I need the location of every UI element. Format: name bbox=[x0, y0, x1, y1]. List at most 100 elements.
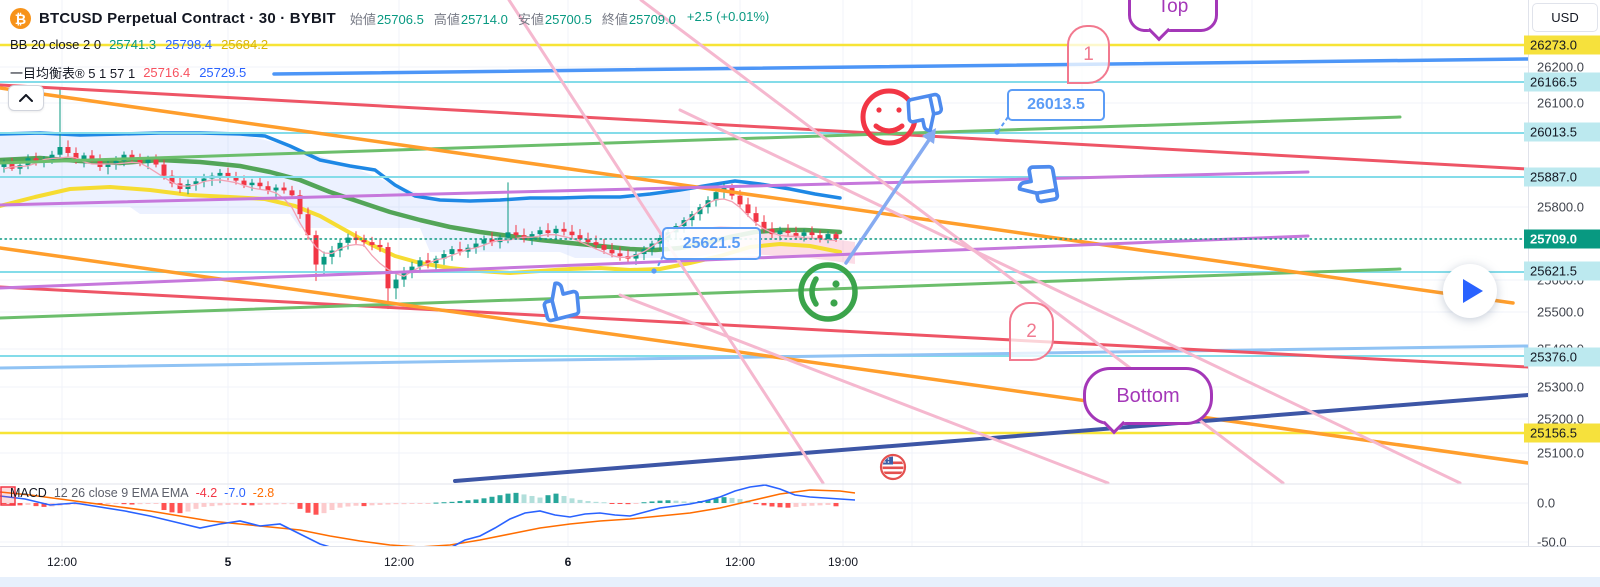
us-flag-icon[interactable] bbox=[879, 453, 907, 481]
indicator-legend-macd[interactable]: MACD 12 26 close 9 EMA EMA -4.2 -7.0 -2.… bbox=[10, 486, 274, 500]
macd-hist-bar bbox=[289, 503, 295, 505]
bottom-bubble-text: Bottom bbox=[1116, 384, 1180, 407]
trend-orange-b[interactable] bbox=[0, 246, 1530, 465]
macd-hist-bar bbox=[353, 503, 359, 506]
macd-hist-bar bbox=[625, 503, 631, 505]
price-label-26013[interactable]: 26013.5 bbox=[1007, 89, 1105, 121]
ichimoku-conversion-line bbox=[3, 156, 837, 277]
price-axis-label: 26166.5 bbox=[1524, 72, 1600, 92]
collapse-legend-button[interactable] bbox=[8, 85, 44, 111]
macd-hist-bar bbox=[121, 503, 127, 505]
macd-hist-bar bbox=[33, 503, 39, 507]
thumbs-up-icon-left[interactable] bbox=[540, 279, 582, 323]
balloon-marker-2[interactable]: 2 bbox=[1009, 302, 1054, 361]
indicator-legend-ichimoku[interactable]: 一目均衡表® 5 1 57 1 25716.4 25729.5 bbox=[10, 63, 246, 82]
current-price-badge: 25709.0 bbox=[1524, 229, 1600, 249]
arrow-up-drawing[interactable] bbox=[844, 128, 936, 265]
top-bubble-text: Top bbox=[1157, 0, 1189, 17]
macd-hist-bar bbox=[441, 502, 447, 504]
price-axis-label: 25621.5 bbox=[1524, 261, 1600, 281]
candle-body bbox=[169, 175, 175, 184]
bottom-scrollbar[interactable] bbox=[0, 577, 1600, 587]
close-value: 25709.0 bbox=[628, 12, 676, 27]
candle-body bbox=[241, 180, 247, 186]
sideways-face-emoji[interactable] bbox=[798, 262, 858, 322]
macd-hist-bar bbox=[617, 503, 623, 504]
macd-hist-bar bbox=[785, 503, 791, 508]
macd-hist-bar bbox=[1, 503, 7, 504]
macd-hist-bar bbox=[409, 503, 415, 504]
bottom-speech-bubble[interactable]: Bottom bbox=[1083, 367, 1213, 435]
ichimoku-value-1: 25716.4 bbox=[143, 65, 191, 80]
price-axis-label: 25376.0 bbox=[1524, 347, 1600, 367]
macd-hist-bar bbox=[169, 503, 175, 513]
indicator-legend-bb[interactable]: BB 20 close 2 0 25741.3 25798.4 25684.2 bbox=[10, 37, 268, 52]
red-mini-box[interactable] bbox=[0, 486, 16, 506]
candle-body bbox=[273, 187, 279, 191]
bb-legend-title: BB 20 close 2 0 bbox=[10, 37, 102, 52]
macd-hist-bar bbox=[25, 503, 31, 505]
price-axis-label: 26013.5 bbox=[1524, 122, 1600, 142]
candle-body bbox=[225, 172, 231, 178]
macd-hist-bar bbox=[265, 503, 271, 505]
candle-body bbox=[81, 155, 87, 160]
candle-body bbox=[441, 254, 447, 259]
trend-pink-3[interactable] bbox=[678, 108, 1462, 485]
thumbs-up-icon-right[interactable] bbox=[1016, 164, 1060, 205]
balloon-marker-1[interactable]: 1 bbox=[1067, 25, 1110, 84]
macd-hist-bar bbox=[497, 495, 503, 503]
top-speech-bubble[interactable]: Top bbox=[1128, 0, 1218, 42]
macd-hist-bar bbox=[217, 503, 223, 506]
close-label: 終値 bbox=[601, 12, 628, 27]
trend-violet-lower[interactable] bbox=[0, 234, 1310, 290]
trend-red-lower[interactable] bbox=[0, 285, 1530, 369]
candle-body bbox=[593, 242, 599, 245]
macd-hist-bar bbox=[9, 503, 15, 505]
play-button[interactable] bbox=[1443, 264, 1497, 318]
candle-body bbox=[425, 260, 431, 264]
trend-green-upper[interactable] bbox=[0, 115, 1402, 165]
trend-red-upper[interactable] bbox=[0, 83, 1529, 171]
currency-toggle-button[interactable]: USD bbox=[1532, 3, 1598, 32]
candle-body bbox=[785, 230, 791, 234]
price-axis-label: 25887.0 bbox=[1524, 167, 1600, 187]
candle-body bbox=[153, 159, 159, 165]
macd-hist-bar bbox=[481, 498, 487, 503]
macd-hist-bar bbox=[457, 501, 463, 503]
macd-hist-bar bbox=[81, 503, 87, 505]
time-axis[interactable]: 12:00 5 12:00 6 12:00 19:00 bbox=[0, 546, 1600, 578]
price-callout-pointer-high bbox=[994, 116, 1009, 135]
macd-hist-bar bbox=[337, 503, 343, 508]
thumbs-down-icon[interactable] bbox=[905, 92, 945, 134]
candle-body bbox=[305, 214, 311, 236]
macd-hist-bar bbox=[793, 503, 799, 507]
trend-orange-a[interactable] bbox=[0, 86, 1515, 305]
macd-hist-bar bbox=[385, 503, 391, 505]
macd-hist-bar bbox=[17, 503, 23, 506]
macd-hist-bar bbox=[537, 497, 543, 503]
candle-body bbox=[369, 242, 375, 245]
macd-hist-bar bbox=[321, 503, 327, 514]
trend-pink-4[interactable] bbox=[618, 293, 1110, 485]
macd-hist-bar bbox=[113, 503, 119, 504]
candle-body bbox=[481, 239, 487, 244]
time-axis-label: 6 bbox=[564, 555, 572, 569]
price-label-25621[interactable]: 25621.5 bbox=[662, 227, 761, 260]
price-axis-label: 26100.0 bbox=[1537, 95, 1584, 111]
macd-hist-bar bbox=[249, 503, 255, 506]
macd-hist-bar bbox=[721, 497, 727, 503]
macd-hist-bar bbox=[689, 501, 695, 503]
candle-body bbox=[161, 164, 167, 176]
trend-blue-top[interactable] bbox=[272, 57, 1530, 76]
candle-body bbox=[345, 237, 351, 243]
trend-violet-upper[interactable] bbox=[0, 170, 1310, 207]
macd-hist-bar bbox=[649, 501, 655, 503]
macd-hist-bar bbox=[209, 503, 215, 507]
candle-body bbox=[561, 228, 567, 232]
symbol-title[interactable]: BTCUSD Perpetual Contract · 30 · BYBIT bbox=[39, 10, 336, 27]
candle-body bbox=[633, 254, 639, 259]
candle-body bbox=[1, 163, 7, 167]
macd-hist-bar bbox=[393, 503, 399, 505]
candle-body bbox=[761, 221, 767, 229]
high-label: 高値 bbox=[433, 12, 460, 27]
